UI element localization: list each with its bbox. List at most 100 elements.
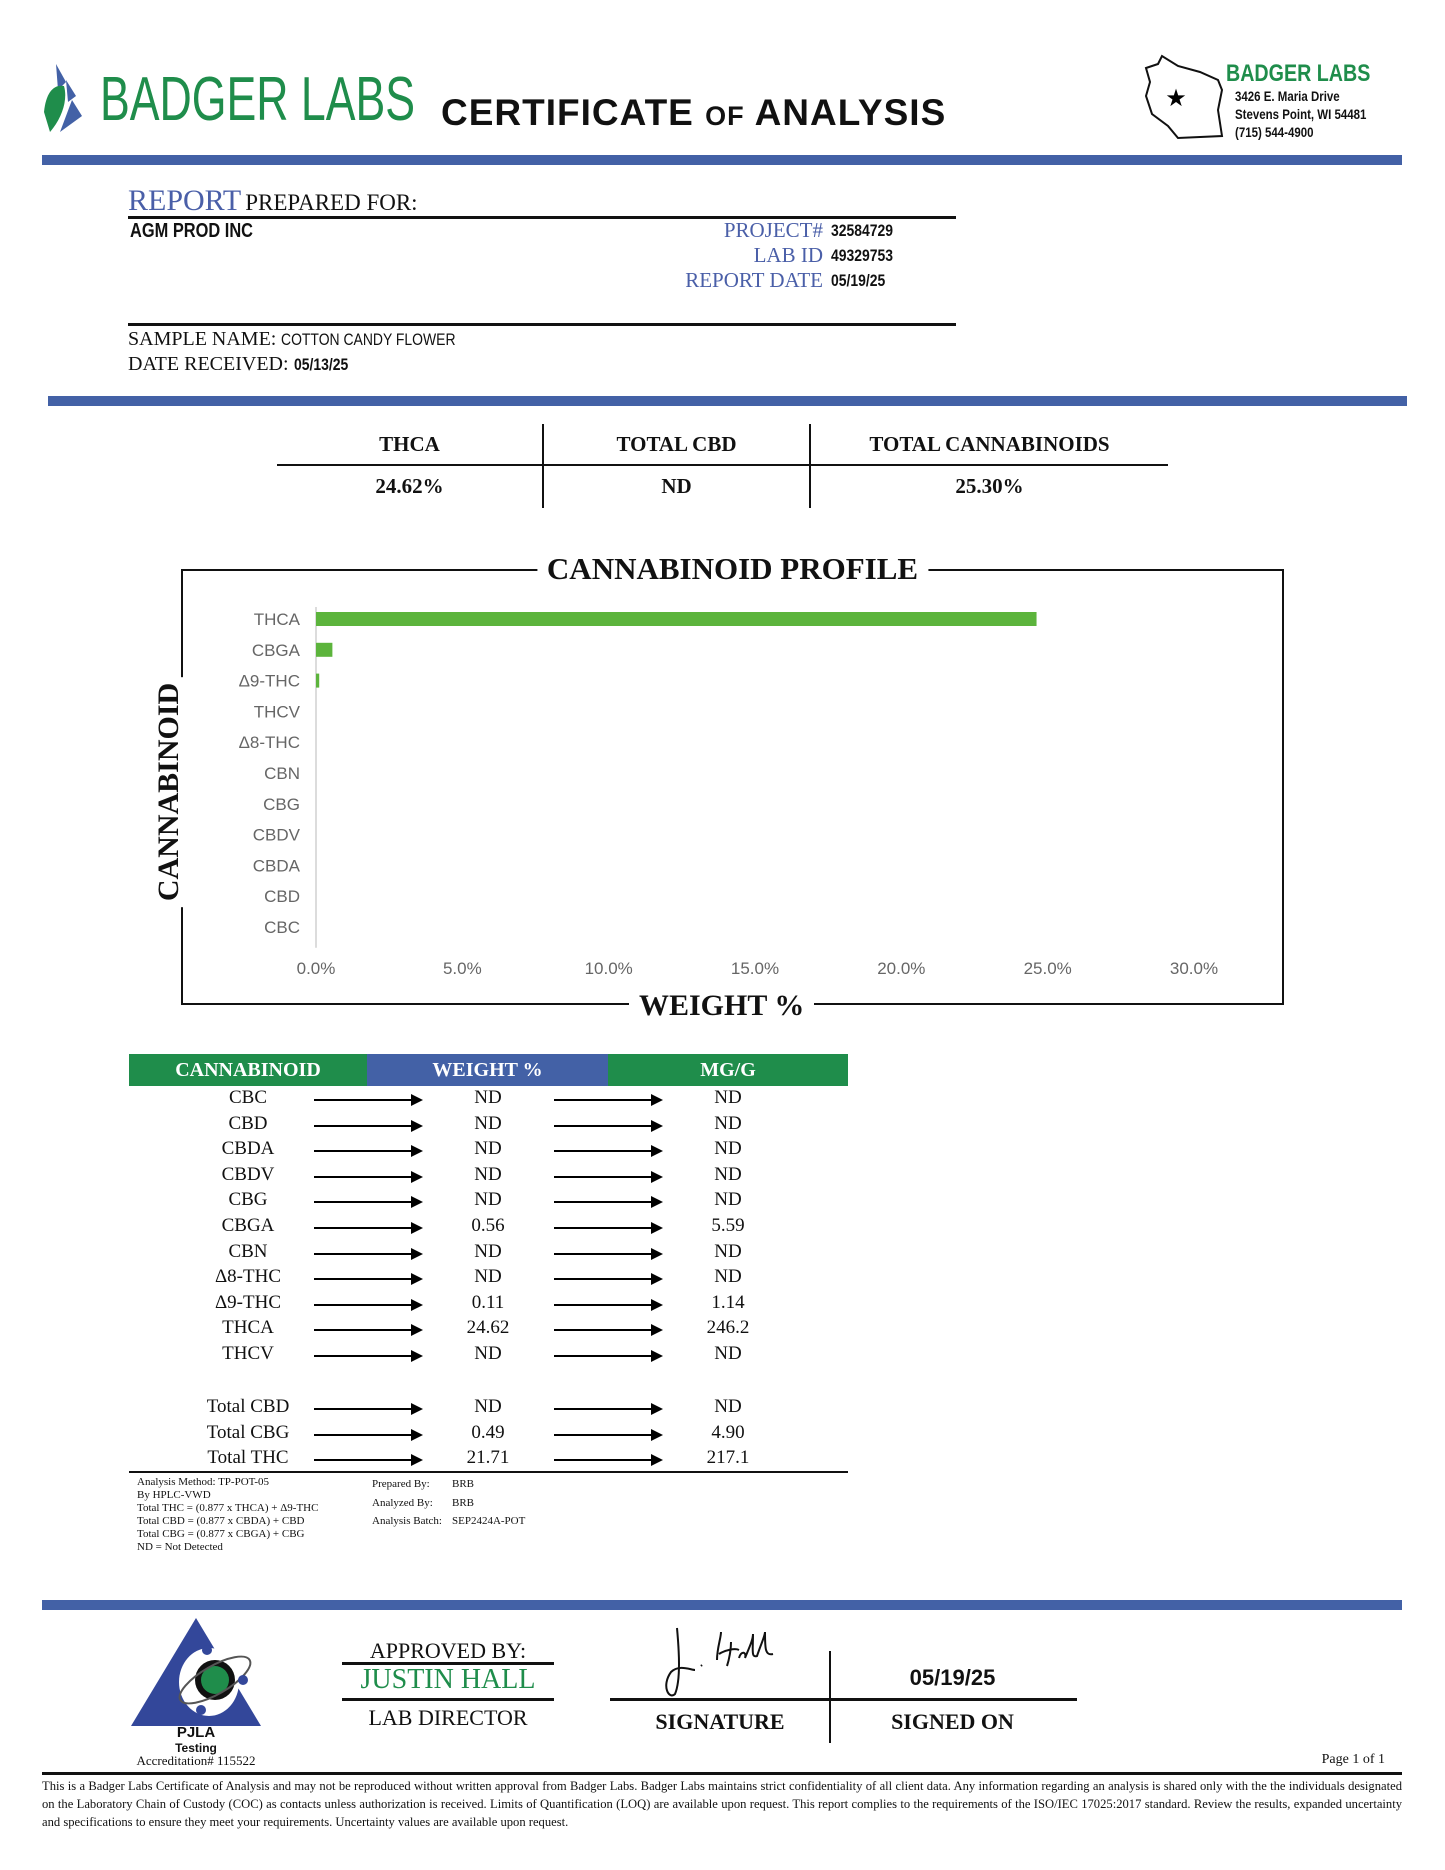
approver-name: JUSTIN HALL [360,1664,536,1695]
signature-line [610,1698,1077,1701]
weight-value: 0.11 [471,1291,505,1313]
arrow-icon [554,1247,663,1260]
chart-xlabel: WEIGHT % [629,989,815,1023]
cannabinoid-name: Δ9-THC [214,1291,282,1313]
arrow-icon [554,1094,663,1106]
approver-title: LAB DIRECTOR [368,1705,528,1730]
weight-value: ND [474,1396,502,1417]
mg-g-value: ND [714,1396,742,1417]
table-row: CBD ND ND [129,1113,848,1138]
arrow-icon [554,1350,663,1362]
category-label: THCV [254,702,301,721]
leaf-icon [44,64,82,132]
arrow-icon [554,1196,663,1209]
totals-row: Total CBD ND ND [129,1396,848,1421]
method-note: By HPLC-VWD [137,1489,211,1501]
mg-g-value: 246.2 [706,1317,750,1339]
table-row: CBDV ND ND [129,1164,848,1189]
arrow-icon [314,1222,423,1234]
weight-value: ND [474,1343,502,1364]
arrow-icon [314,1196,423,1209]
x-tick-label: 25.0% [1024,959,1072,978]
mg-g-value: 1.14 [711,1291,745,1313]
method-note: Total CBG = (0.877 x CBGA) + CBG [137,1528,305,1540]
cannabinoid-name: THCV [222,1343,274,1364]
mg-g-value: ND [714,1112,742,1134]
mg-g-value: ND [714,1189,742,1211]
signature-image [665,1627,774,1697]
signature-label: SIGNATURE [655,1709,785,1734]
logo-text: BADGER LABS [100,65,416,134]
results-table: CANNABINOID WEIGHT % MG/G CBC ND ND CBD ND ND… [129,1054,848,1474]
report-ids: PROJECT# 32584729 LAB ID 49329753 REPORT D… [685,218,894,292]
category-label: Δ8-THC [239,733,300,752]
arrow-icon [314,1298,423,1311]
mg-g-value: ND [714,1163,742,1185]
page-number: Page 1 of 1 [1321,1752,1385,1767]
arrow-icon [554,1145,663,1158]
cannabinoid-name: CBDA [221,1138,275,1160]
x-tick-label: 0.0% [297,959,336,978]
arrow-icon [314,1454,423,1467]
arrow-icon [554,1454,663,1467]
header-cannabinoid: CANNABINOID [129,1054,367,1086]
arrow-icon [314,1428,423,1441]
mg-g-value: ND [714,1240,742,1262]
arrow-icon [314,1350,423,1362]
signed-on-label: SIGNED ON [891,1709,1014,1734]
weight-value: 24.62 [466,1317,510,1339]
table-row: CBC ND ND [129,1087,848,1112]
wisconsin-map-icon: ★ [1144,54,1224,140]
summary-total-cannabinoids-value: 25.30% [955,474,1024,498]
table-row: Δ8-THC ND ND [129,1266,848,1291]
disclaimer: This is a Badger Labs Certificate of Ana… [42,1779,1402,1829]
cannabinoid-name: Total CBG [206,1421,290,1443]
staff-value: SEP2424A-POT [452,1515,526,1527]
totals-row: Total CBG 0.49 4.90 [129,1422,848,1447]
mg-g-value: ND [714,1343,742,1364]
category-label: CBG [263,795,300,814]
table-row: THCV ND ND [129,1343,848,1368]
weight-value: 0.49 [471,1421,505,1443]
staff-label: Analysis Batch: [372,1515,442,1527]
bar-CBGA [316,642,333,657]
summary-total-cbd-label: TOTAL CBD [616,432,737,456]
arrow-icon [554,1170,663,1183]
cannabinoid-name: CBGA [221,1215,275,1236]
arrow-icon [314,1247,423,1260]
category-label: Δ9-THC [239,672,300,691]
table-row: THCA 24.62 246.2 [129,1317,848,1342]
summary-thca-value: 24.62% [375,474,444,498]
x-tick-label: 5.0% [443,959,482,978]
arrow-icon [554,1403,663,1415]
summary-thca-label: THCA [379,432,440,456]
chart-ylabel: CANNABINOID [152,676,186,908]
divider [42,1772,1402,1775]
arrow-icon [314,1119,423,1132]
method-note: Total CBD = (0.877 x CBDA) + CBD [137,1515,305,1527]
x-tick-label: 20.0% [877,959,925,978]
method-note: Analysis Method: TP-POT-05 [137,1476,270,1488]
cannabinoid-name: Δ8-THC [214,1266,282,1288]
table-row: Δ9-THC 0.11 1.14 [129,1292,848,1317]
category-label: CBN [264,764,300,783]
divider [342,1662,554,1665]
bar-THCA [316,612,1037,626]
arrow-icon [314,1094,423,1106]
divider [128,216,956,219]
cannabinoid-name: Total THC [207,1447,289,1469]
document-title: CERTIFICATE OF ANALYSIS [441,92,947,133]
mg-g-value: 217.1 [706,1447,750,1469]
date-received: DATE RECEIVED: 05/13/25 [128,353,348,375]
arrow-icon [314,1273,423,1286]
arrow-icon [314,1324,423,1337]
mg-g-value: 4.90 [711,1421,745,1443]
weight-value: ND [474,1189,502,1211]
cannabinoid-name: CBD [228,1112,268,1134]
weight-value: ND [474,1163,502,1185]
arrow-icon [314,1403,423,1415]
table-row: CBN ND ND [129,1241,848,1266]
pjla-testing: Testing [175,1741,217,1755]
category-label: CBDA [253,856,301,875]
header-divider [42,155,1402,165]
